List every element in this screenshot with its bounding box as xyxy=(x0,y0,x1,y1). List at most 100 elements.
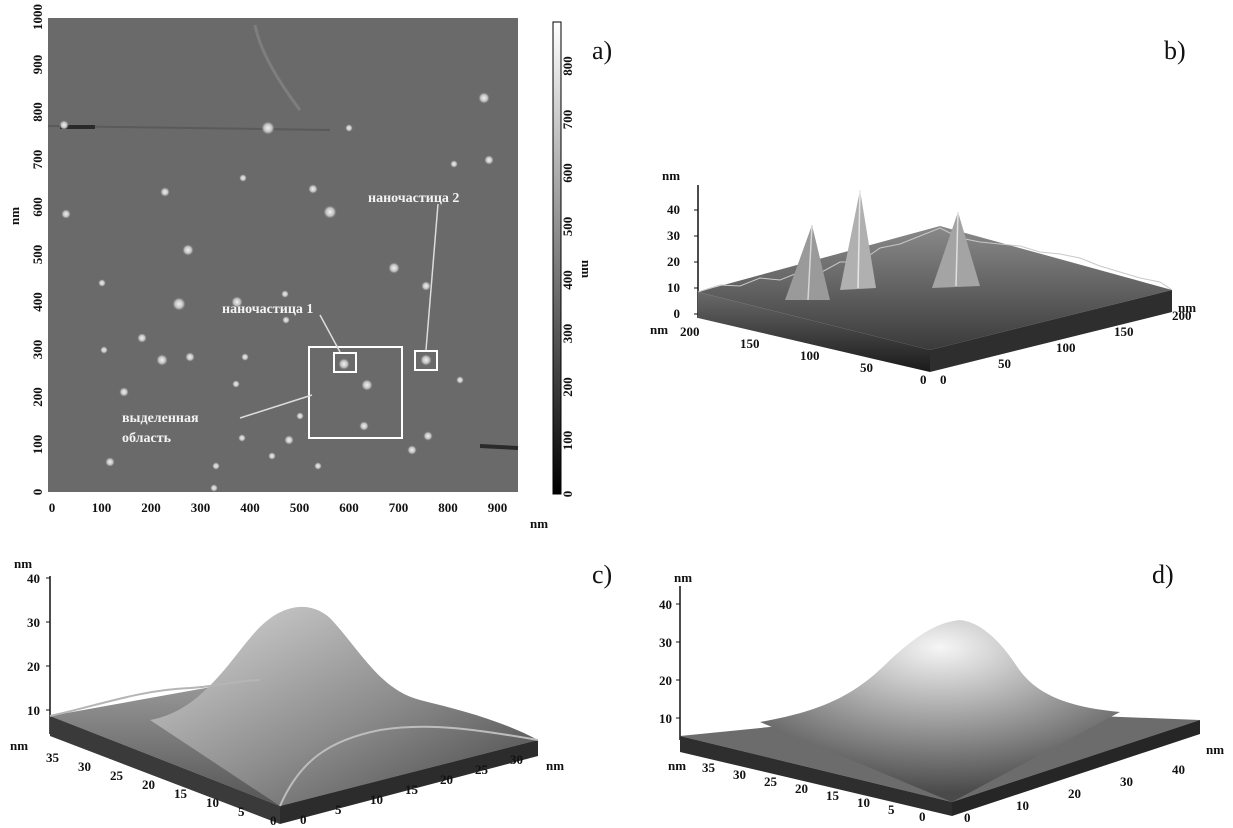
b-leftticks-label: 200 xyxy=(680,324,700,339)
c-leftticks-label: 20 xyxy=(142,777,155,792)
panel-b-right-ticks: 0 50 100 150 200 xyxy=(940,308,1192,387)
panel-c-right-unit: nm xyxy=(546,758,564,773)
panel-c-left-unit: nm xyxy=(10,738,28,753)
selected-region-box xyxy=(308,346,403,439)
a-yticks-label: 400 xyxy=(30,292,45,312)
peak-2 xyxy=(840,190,876,290)
panel-b-left-ticks: 200 150 100 50 0 xyxy=(680,324,927,387)
c-rightticks-label: 20 xyxy=(440,772,453,787)
panel-a-y-unit: nm xyxy=(7,207,22,225)
a-xticks-label: 800 xyxy=(438,500,458,515)
panel-a-x-unit: nm xyxy=(530,516,548,531)
particle-1-box xyxy=(333,352,357,373)
panel-c-left-ticks: 35 30 25 20 15 10 5 0 xyxy=(46,750,277,828)
panel-d: 10 20 30 40 nm 35 30 25 20 15 10 5 0 0 10 20 30 40 nm … xyxy=(640,540,1233,828)
d-leftticks-label: 0 xyxy=(919,809,926,824)
a-xticks-label: 500 xyxy=(290,500,310,515)
c-rightticks-label: 5 xyxy=(335,802,342,817)
c-leftticks-label: 10 xyxy=(206,795,219,810)
a-scaleticks-label: 0 xyxy=(560,491,575,498)
c-leftticks-label: 5 xyxy=(238,804,245,819)
b-rightticks-label: 50 xyxy=(998,356,1011,371)
panel-c-z-unit: nm xyxy=(14,556,32,571)
c-zticks-label: 30 xyxy=(27,615,40,630)
height-scale-bar xyxy=(552,21,562,495)
panel-d-right-ticks: 0 10 20 30 40 xyxy=(964,762,1185,825)
panel-a-figure: наночастица 1 наночастица 2 выделенная о… xyxy=(7,4,594,531)
b-leftticks-label: 150 xyxy=(740,336,760,351)
c-zticks-label: 20 xyxy=(27,659,40,674)
panel-d-left-unit: nm xyxy=(668,758,686,773)
a-xticks-label: 900 xyxy=(488,500,508,515)
a-xticks-label: 400 xyxy=(240,500,260,515)
particle-2-peak xyxy=(760,620,1120,802)
d-rightticks-label: 40 xyxy=(1172,762,1185,777)
d-leftticks-label: 25 xyxy=(764,774,778,789)
a-xticks-label: 100 xyxy=(92,500,112,515)
c-zticks-label: 40 xyxy=(27,571,40,586)
a-xticks-label: 700 xyxy=(389,500,409,515)
panel-a-label: a) xyxy=(592,36,613,65)
region-label-line1: выделенная xyxy=(122,411,199,426)
panel-c-z-ticks: 10 20 30 40 xyxy=(27,571,50,718)
panel-d-z-ticks: 10 20 30 40 xyxy=(659,597,680,726)
d-rightticks-label: 0 xyxy=(964,810,971,825)
a-xticks-label: 0 xyxy=(49,500,56,515)
b-rightticks-label: 100 xyxy=(1056,340,1076,355)
panel-c-label: c) xyxy=(592,560,613,589)
d-zticks-label: 40 xyxy=(659,597,672,612)
panel-b-z-ticks: 0 10 20 30 40 xyxy=(667,202,698,321)
c-rightticks-label: 15 xyxy=(405,782,419,797)
c-rightticks-label: 0 xyxy=(300,812,307,827)
panel-c-right-ticks: 0 5 10 15 20 25 30 xyxy=(300,752,523,827)
c-leftticks-label: 35 xyxy=(46,750,60,765)
panel-b-right-unit: nm xyxy=(1178,300,1196,315)
a-yticks-label: 100 xyxy=(30,435,45,455)
a-yticks-label: 600 xyxy=(30,197,45,217)
particle-2-box xyxy=(414,350,438,371)
a-yticks-label: 1000 xyxy=(30,4,45,30)
a-yticks-label: 500 xyxy=(30,245,45,265)
c-rightticks-label: 25 xyxy=(475,762,489,777)
panel-b: 0 10 20 30 40 nm 200 150 100 50 0 0 50 100 150 200 n… xyxy=(640,0,1233,420)
region-label-line2: область xyxy=(122,431,172,446)
b-rightticks-label: 0 xyxy=(940,372,947,387)
a-yticks-label: 300 xyxy=(30,340,45,360)
a-scaleticks-label: 800 xyxy=(560,56,575,76)
b-leftticks-label: 0 xyxy=(920,372,927,387)
b-rightticks-label: 150 xyxy=(1114,324,1134,339)
d-zticks-label: 30 xyxy=(659,635,672,650)
panel-b-left-unit: nm xyxy=(650,322,668,337)
a-scaleticks-label: 100 xyxy=(560,431,575,451)
a-xticks-label: 300 xyxy=(191,500,211,515)
c-leftticks-label: 0 xyxy=(270,813,277,828)
a-scaleticks-label: 500 xyxy=(560,217,575,237)
a-yticks-label: 700 xyxy=(30,150,45,170)
a-scaleticks-label: 300 xyxy=(560,324,575,344)
c-rightticks-label: 10 xyxy=(370,792,383,807)
b-zticks-label: 20 xyxy=(667,254,680,269)
b-leftticks-label: 50 xyxy=(860,360,873,375)
a-scaleticks-label: 700 xyxy=(560,110,575,130)
a-scaleticks-label: 600 xyxy=(560,163,575,183)
d-leftticks-label: 5 xyxy=(888,802,895,817)
peak-3 xyxy=(932,212,980,288)
a-yticks-label: 900 xyxy=(30,55,45,75)
c-leftticks-label: 15 xyxy=(174,786,188,801)
d-zticks-label: 20 xyxy=(659,673,672,688)
a-xticks-label: 200 xyxy=(141,500,161,515)
a-scaleticks-label: 400 xyxy=(560,270,575,290)
a-xticks-label: 600 xyxy=(339,500,359,515)
d-leftticks-label: 20 xyxy=(795,781,808,796)
panel-a-scale-unit: nm xyxy=(579,260,594,278)
a-scaleticks-label: 200 xyxy=(560,377,575,397)
afm-map xyxy=(48,18,518,492)
panel-a-y-ticks: 0 100 200 300 400 500 600 700 800 900 1000 xyxy=(30,4,45,495)
c-leftticks-label: 30 xyxy=(78,759,91,774)
panel-d-label: d) xyxy=(1152,560,1174,589)
panel-c: 10 20 30 40 nm 35 30 25 20 15 10 5 0 0 5 10 15 20 25 30 … xyxy=(0,540,640,828)
a-yticks-label: 800 xyxy=(30,102,45,122)
peak-1 xyxy=(785,225,830,300)
